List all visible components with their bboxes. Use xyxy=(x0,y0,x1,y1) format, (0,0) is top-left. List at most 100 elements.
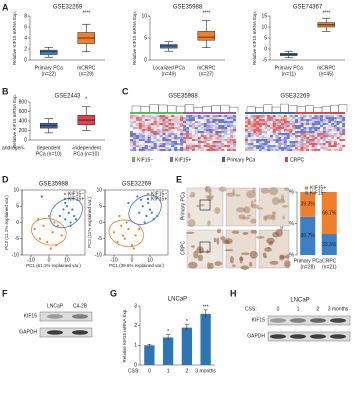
heatmap-cell xyxy=(300,117,304,120)
heatmap-cell xyxy=(328,147,332,150)
heatmap-cell xyxy=(331,143,334,146)
heatmap-cell xyxy=(281,125,284,128)
point xyxy=(120,224,123,227)
y-tick-label: 0 xyxy=(134,362,137,368)
heatmap-cell xyxy=(221,117,225,120)
heatmap-cell xyxy=(314,137,318,140)
heatmap-cell xyxy=(227,129,231,132)
heatmap-cell xyxy=(317,149,321,152)
heatmap-cell xyxy=(245,119,248,122)
heatmap-cell xyxy=(191,137,195,140)
heatmap-cell xyxy=(230,123,234,126)
heatmap-cell xyxy=(194,129,198,132)
ihc-texture xyxy=(269,260,279,265)
heatmap-cell xyxy=(317,129,321,132)
heatmap-cell xyxy=(308,129,312,132)
heatmap-cell xyxy=(159,131,163,134)
heatmap-cell xyxy=(218,119,222,122)
legend-swatch xyxy=(146,197,150,201)
heatmap-cell xyxy=(339,123,343,126)
legend-label: Primary PCa xyxy=(227,157,256,163)
heatmap-cell xyxy=(215,149,219,152)
heatmap-cell xyxy=(333,115,337,118)
legend-swatch xyxy=(222,157,225,162)
heatmap-cell xyxy=(306,137,309,140)
y-axis-label: PC2 (11.1% explained var.) xyxy=(4,195,9,250)
heatmap-cell xyxy=(200,131,204,134)
heatmap-cell xyxy=(153,137,157,140)
heatmap-cell xyxy=(275,149,279,152)
heatmap-cell xyxy=(275,147,279,150)
heatmap-cell xyxy=(132,139,136,142)
heatmap-cell xyxy=(156,139,160,142)
heatmap-cell xyxy=(191,141,195,144)
x-axis-label: PC1 (61.1% explained var.) xyxy=(26,263,81,268)
heatmap-cell xyxy=(306,149,309,152)
heatmap-cell xyxy=(339,147,343,150)
heatmap-cell xyxy=(144,141,148,144)
heatmap-cell xyxy=(221,127,225,130)
heatmap-cell xyxy=(320,115,323,118)
heatmap-cell xyxy=(303,123,307,126)
heatmap-cell xyxy=(159,117,163,120)
heatmap-cell xyxy=(336,115,340,118)
x-tick-label: (n=45) xyxy=(319,71,334,77)
heatmap-cell xyxy=(328,121,332,124)
heatmap-cell xyxy=(275,121,279,124)
legend-swatch xyxy=(146,192,150,196)
heatmap-cell xyxy=(250,147,254,150)
heatmap-cell xyxy=(150,149,154,152)
heatmap-cell xyxy=(151,121,154,123)
heatmap-cell xyxy=(286,119,290,122)
heatmap-cell xyxy=(314,149,318,152)
heatmap-cell xyxy=(138,133,142,136)
heatmap-cell xyxy=(292,133,296,136)
heatmap-cell xyxy=(320,119,323,122)
point xyxy=(38,237,42,240)
point xyxy=(150,211,153,214)
heatmap-cell xyxy=(165,123,169,126)
heatmap-cell xyxy=(270,133,273,136)
heatmap-cell xyxy=(297,143,301,146)
heatmap-cell xyxy=(283,125,287,128)
heatmap-cell xyxy=(342,139,346,142)
heatmap-cell xyxy=(150,141,154,144)
heatmap-cell xyxy=(147,129,151,132)
heatmap-cell xyxy=(328,133,332,136)
heatmap-cell xyxy=(135,145,139,148)
heatmap-cell xyxy=(247,121,251,124)
point xyxy=(136,195,139,198)
point xyxy=(125,221,128,224)
heatmap-cell xyxy=(247,129,251,132)
heatmap-cell xyxy=(174,127,178,130)
heatmap-cell xyxy=(221,115,225,118)
heatmap-cell xyxy=(174,129,178,132)
heatmap-cell xyxy=(256,139,259,142)
heatmap-cell xyxy=(275,127,279,130)
heatmap-cell xyxy=(200,139,204,142)
heatmap-cell xyxy=(171,141,175,144)
heatmap-cell xyxy=(295,121,298,124)
heatmap-cell xyxy=(258,115,262,118)
heatmap-cell xyxy=(132,131,136,134)
heatmap-cell xyxy=(138,137,142,140)
heatmap-cell xyxy=(272,129,276,132)
heatmap-cell xyxy=(306,131,309,134)
heatmap-cell xyxy=(197,145,201,148)
heatmap-cell xyxy=(233,127,237,130)
heatmap-cell xyxy=(130,115,134,118)
dendrogram xyxy=(228,106,239,112)
heatmap-cell xyxy=(200,149,204,152)
heatmap-cell xyxy=(162,119,166,122)
heatmap-cell xyxy=(297,133,301,136)
heatmap-cell xyxy=(203,143,207,146)
dendrogram xyxy=(271,106,281,112)
heatmap-cell xyxy=(245,145,248,148)
heatmap-cell xyxy=(203,121,207,124)
heatmap-cell xyxy=(311,121,315,124)
heatmap-cell xyxy=(210,141,213,143)
heatmap-cell xyxy=(224,129,228,132)
y-tick-label: -5 xyxy=(98,236,103,242)
heatmap-cell xyxy=(203,123,207,126)
heatmap-cell xyxy=(165,139,169,142)
